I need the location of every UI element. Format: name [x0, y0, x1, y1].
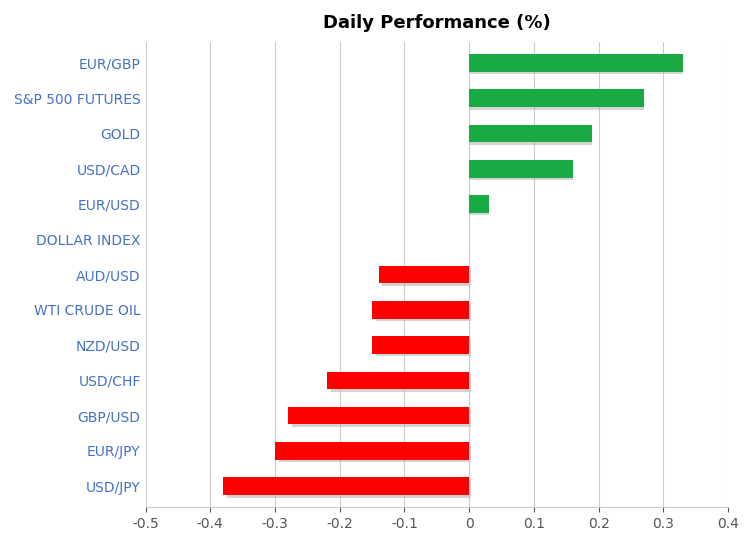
Bar [331, 374, 471, 392]
Title: Daily Performance (%): Daily Performance (%) [323, 14, 550, 32]
Bar [275, 442, 469, 460]
Bar [227, 480, 471, 498]
Bar [469, 89, 644, 107]
Bar [383, 268, 471, 286]
Bar [279, 445, 471, 462]
Bar [372, 301, 469, 319]
Bar [376, 304, 471, 321]
Bar [469, 198, 489, 215]
Bar [469, 162, 573, 180]
Bar [469, 195, 489, 213]
Bar [376, 339, 471, 356]
Bar [469, 127, 592, 145]
Bar [372, 336, 469, 354]
Bar [288, 407, 469, 425]
Bar [469, 57, 683, 74]
Bar [292, 409, 471, 427]
Bar [469, 125, 592, 142]
Bar [469, 54, 683, 72]
Bar [327, 372, 469, 389]
Bar [469, 92, 644, 110]
Bar [469, 160, 573, 178]
Bar [379, 266, 469, 283]
Bar [223, 477, 469, 495]
